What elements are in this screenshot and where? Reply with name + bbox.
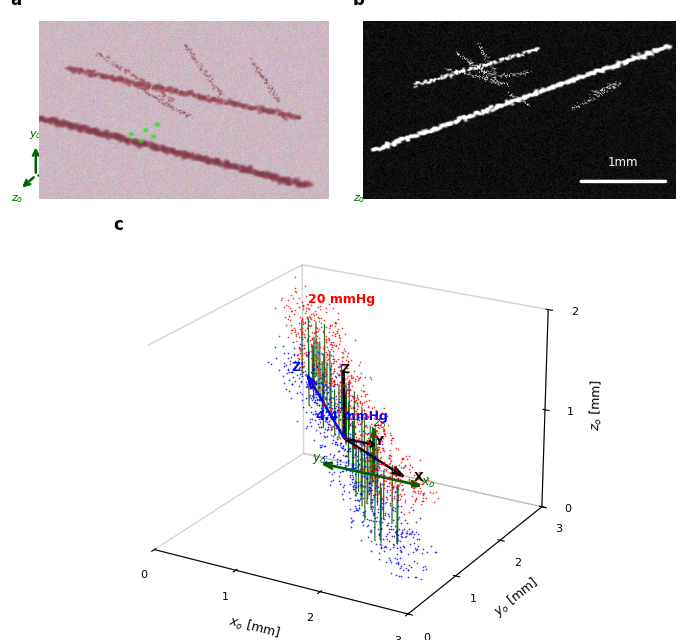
Text: b: b (353, 0, 365, 9)
Text: Vein 1: Vein 1 (133, 27, 172, 40)
Text: a: a (10, 0, 22, 9)
Text: $y_o$: $y_o$ (29, 129, 42, 141)
Text: Vein 2: Vein 2 (221, 112, 260, 125)
Y-axis label: $y_o$ [mm]: $y_o$ [mm] (490, 573, 542, 620)
Text: $x_o$: $x_o$ (424, 170, 437, 181)
X-axis label: $x_o$ [mm]: $x_o$ [mm] (227, 614, 282, 640)
Text: $z_o$: $z_o$ (353, 193, 366, 205)
Text: $z_o$: $z_o$ (11, 193, 23, 205)
Text: c: c (113, 216, 123, 234)
Text: $x_o$: $x_o$ (80, 170, 93, 181)
Text: $y_o$: $y_o$ (372, 129, 386, 141)
